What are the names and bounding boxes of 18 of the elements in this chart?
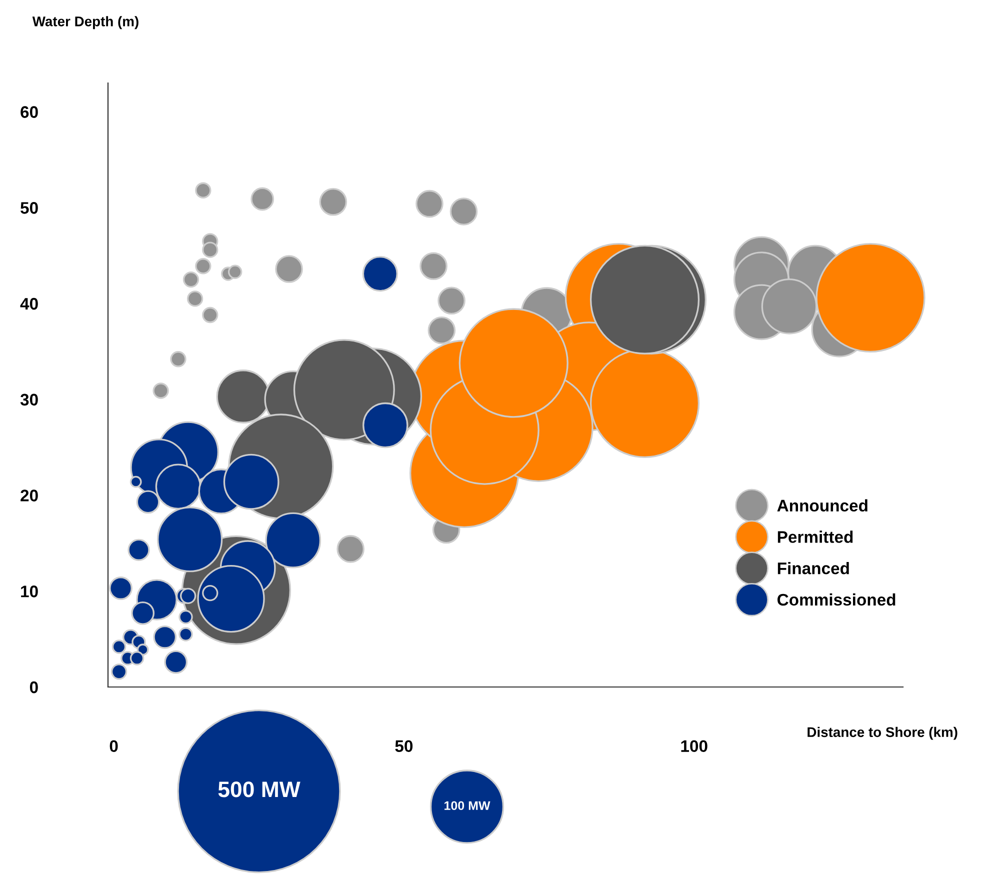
legend-label: 500 MW (218, 782, 300, 798)
x-tick-label: 50 (395, 740, 413, 752)
y-tick-label: 40 (20, 298, 38, 310)
x-tick-label: 0 (110, 740, 118, 752)
y-tick-label: 50 (20, 202, 38, 214)
legend-label: 100 MW (444, 801, 490, 810)
legend-label: Financed (778, 562, 849, 574)
y-axis-title: Water Depth (m) (32, 16, 138, 30)
y-tick-label: 0 (30, 681, 38, 694)
y-tick-label: 10 (21, 586, 38, 598)
legend-label: Commissioned (778, 593, 896, 606)
x-tick-label: 100 (681, 740, 708, 752)
legend-label: Announced (777, 499, 868, 512)
y-tick-label: 60 (20, 106, 38, 118)
x-axis-title: Distance to Shore (km) (808, 726, 958, 740)
legend-label: Permitted (778, 530, 853, 543)
y-tick-label: 30 (20, 394, 38, 406)
y-tick-label: 20 (20, 490, 38, 502)
